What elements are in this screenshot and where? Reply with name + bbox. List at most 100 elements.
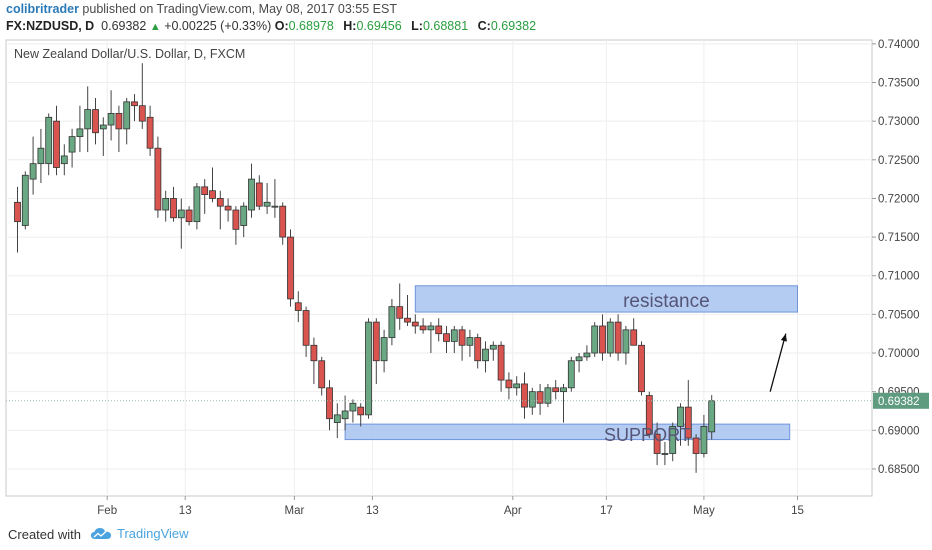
ohlc-line: FX:NZDUSD, D 0.69382 ▲ +0.00225 (+0.33%)…: [6, 19, 542, 33]
candle: [528, 387, 536, 415]
candle-body: [622, 329, 630, 354]
candle: [450, 325, 458, 354]
candle-body: [357, 406, 365, 416]
candle: [177, 198, 185, 249]
author-link[interactable]: colibritrader: [6, 2, 79, 16]
candle: [107, 90, 115, 141]
candle: [482, 341, 489, 373]
candle: [544, 383, 552, 408]
candle-body: [638, 344, 645, 393]
candle-body: [302, 310, 310, 346]
candle-body: [53, 120, 60, 168]
candle: [255, 175, 263, 211]
candle-body: [365, 321, 372, 416]
candle-body: [60, 155, 68, 165]
candle-body: [45, 116, 53, 165]
candle: [388, 298, 396, 346]
last-price-badge: [873, 392, 929, 409]
footer: Created with TradingView: [0, 520, 932, 550]
candle: [599, 314, 606, 361]
candle-body: [14, 201, 21, 223]
candle-body: [388, 306, 396, 338]
zone-label-support: SUPPORT: [604, 425, 691, 445]
candle: [661, 441, 669, 466]
candle-body: [177, 209, 185, 219]
candle: [474, 333, 482, 369]
x-tick-label: Apr: [504, 505, 522, 517]
candle: [684, 380, 692, 446]
candle-body: [29, 163, 37, 180]
tradingview-brand: TradingView: [117, 526, 189, 541]
candle: [302, 306, 310, 357]
zone-support: [344, 423, 791, 441]
candle-body: [684, 406, 692, 439]
candle-body: [240, 205, 248, 226]
candle: [84, 86, 92, 153]
candle: [560, 383, 567, 423]
candle-body: [263, 201, 271, 207]
candle: [287, 229, 294, 307]
last-price-label: 0.69382: [878, 396, 920, 408]
candle-body: [692, 437, 700, 454]
y-tick-label: 0.69000: [878, 425, 920, 437]
candle: [154, 136, 162, 218]
candle: [443, 325, 450, 354]
candle: [567, 356, 575, 392]
candle: [123, 97, 131, 145]
candle: [614, 314, 622, 361]
candle: [411, 314, 419, 334]
candle: [357, 403, 365, 427]
candle: [669, 422, 677, 462]
candle: [638, 341, 645, 396]
candle-body: [216, 198, 224, 207]
x-tick-label: 13: [366, 505, 379, 517]
low-label: L:: [411, 19, 423, 33]
candle-body: [84, 109, 92, 130]
candle: [513, 376, 521, 396]
candle-body: [115, 113, 123, 130]
candle-body: [583, 352, 591, 358]
candle-body: [123, 101, 131, 130]
candle: [162, 190, 170, 222]
candle: [21, 171, 29, 230]
candle-body: [419, 325, 427, 331]
candle: [68, 128, 76, 168]
candle: [60, 144, 68, 176]
candle: [466, 329, 474, 357]
candle-body: [21, 174, 29, 226]
y-tick-label: 0.73500: [878, 78, 920, 90]
candle-body: [645, 395, 653, 435]
open-value: 0.68978: [288, 19, 334, 33]
candle-body: [560, 387, 567, 393]
overlay-layer: resistance SUPPORT 0.69382: [6, 291, 929, 445]
y-tick-label: 0.72500: [878, 155, 920, 167]
y-tick-label: 0.72000: [878, 193, 920, 205]
candle-body: [404, 317, 411, 323]
open-label: O:: [274, 19, 289, 33]
last-price: 0.69382: [101, 19, 147, 33]
high-label: H:: [343, 19, 357, 33]
candle: [232, 206, 240, 245]
candle-body: [76, 128, 84, 138]
candle-body: [708, 400, 716, 433]
candle-body: [505, 379, 513, 389]
candle: [14, 186, 21, 253]
candle-body: [209, 190, 216, 199]
candle-body: [497, 344, 505, 381]
x-tick-label: Feb: [97, 505, 117, 517]
x-tick-label: 13: [179, 505, 192, 517]
x-tick-label: May: [693, 505, 715, 517]
x-tick-label: 15: [791, 505, 804, 517]
tradingview-logo[interactable]: TradingView: [90, 526, 189, 541]
candle: [341, 395, 349, 431]
symbol-label: FX:NZDUSD, D: [6, 19, 95, 33]
candle: [271, 179, 279, 218]
candle-body: [482, 348, 489, 362]
y-tick-label: 0.74000: [878, 39, 920, 51]
publication-line: colibritrader published on TradingView.c…: [6, 2, 397, 16]
candle: [505, 372, 513, 400]
candle-body: [318, 360, 326, 389]
candle-body: [154, 147, 162, 211]
candle-body: [37, 147, 45, 165]
